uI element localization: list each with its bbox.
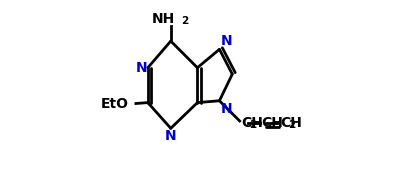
Text: N: N — [135, 61, 147, 75]
Text: N: N — [165, 129, 177, 143]
Text: CH: CH — [280, 116, 302, 130]
Text: NH: NH — [152, 12, 176, 26]
Text: CH: CH — [262, 116, 283, 130]
Text: CH: CH — [242, 116, 264, 130]
Text: 2: 2 — [249, 120, 256, 130]
Text: EtO: EtO — [100, 97, 129, 110]
Text: N: N — [220, 34, 232, 48]
Text: N: N — [220, 102, 232, 116]
Text: 2: 2 — [288, 120, 295, 130]
Text: 2: 2 — [181, 16, 188, 26]
